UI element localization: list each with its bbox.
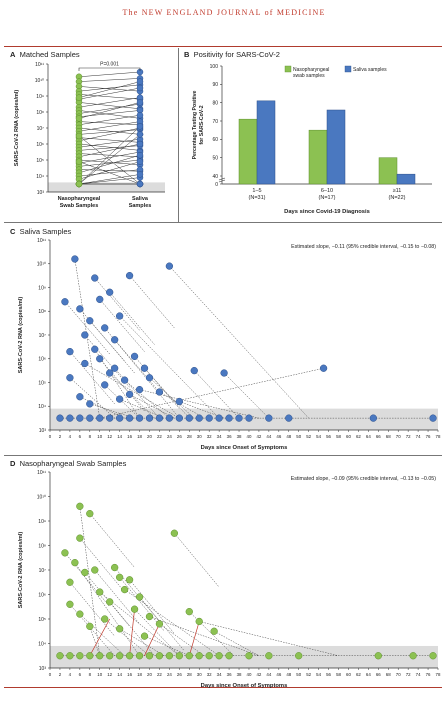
panel-a-title: Matched Samples <box>19 50 80 59</box>
panel-d-letter: D <box>10 459 16 468</box>
panel-b-header: B Positivity for SARS-CoV-2 <box>184 50 280 59</box>
divider-ab-c <box>4 222 442 223</box>
figure-frame <box>4 46 442 688</box>
panel-d-title: Nasopharyngeal Swab Samples <box>19 459 127 468</box>
panel-b-letter: B <box>184 50 190 59</box>
panel-b-title: Positivity for SARS-CoV-2 <box>193 50 280 59</box>
divider-a-b <box>178 48 179 222</box>
panel-a-header: A Matched Samples <box>10 50 80 59</box>
panel-c-letter: C <box>10 227 16 236</box>
journal-title: The NEW ENGLAND JOURNAL of MEDICINE <box>122 8 326 17</box>
panel-a-letter: A <box>10 50 16 59</box>
panel-c-title: Saliva Samples <box>19 227 72 236</box>
panel-c-header: C Saliva Samples <box>10 227 71 236</box>
panel-d-header: D Nasopharyngeal Swab Samples <box>10 459 126 468</box>
divider-c-d <box>4 455 442 456</box>
